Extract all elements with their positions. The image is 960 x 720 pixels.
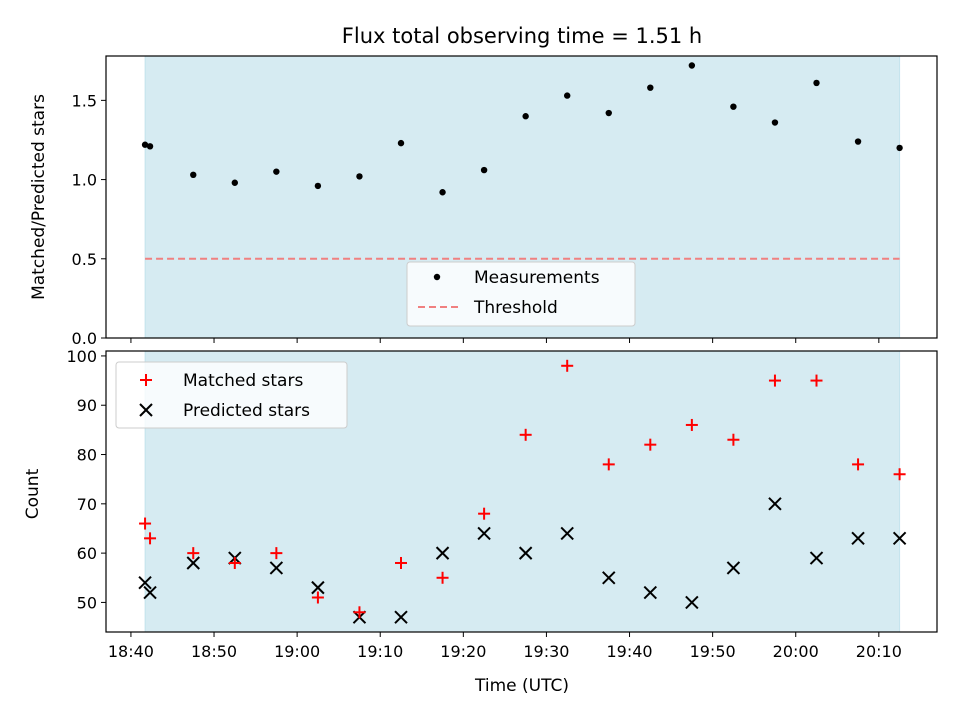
predicted-star-point xyxy=(186,556,200,570)
predicted-star-point xyxy=(809,551,824,565)
matched-star-point xyxy=(228,556,241,569)
top-panel: 0.0 0.5 1.0 1.5 Measurements Threshold xyxy=(72,55,938,348)
measurement-point xyxy=(896,144,903,152)
measurement-point xyxy=(231,179,239,186)
matched-star-point xyxy=(727,433,740,446)
x-tick-label: 18:40 xyxy=(108,642,154,661)
predicted-star-point xyxy=(560,526,574,541)
measurement-point xyxy=(190,171,197,179)
matched-star-point xyxy=(353,606,366,619)
measurement-point xyxy=(141,141,149,148)
measurement-point xyxy=(356,173,363,180)
y-tick-label: 0.0 xyxy=(72,329,97,348)
x-tick-label: 19:30 xyxy=(523,642,569,661)
predicted-star-point xyxy=(892,531,907,546)
x-tick-label: 18:50 xyxy=(191,642,237,661)
measurement-point xyxy=(647,84,654,91)
x-tick-label: 19:00 xyxy=(274,642,320,661)
measurement-point xyxy=(397,139,405,147)
legend-box xyxy=(115,361,348,429)
measurement-point xyxy=(146,143,154,150)
measurement-point xyxy=(605,109,612,117)
matched-star-point xyxy=(561,359,574,372)
measurement-point xyxy=(439,189,446,196)
predicted-star-point xyxy=(394,610,408,624)
measurement-point xyxy=(314,182,322,190)
legend-predicted-label: Predicted stars xyxy=(183,401,310,421)
matched-star-point xyxy=(436,571,449,584)
chart-title: Flux total observing time = 1.51 h xyxy=(342,24,702,48)
bottom-panel: 50 60 70 80 90 100 18:40 18:50 19:00 19:10 19:20 19… xyxy=(66,347,938,661)
predicted-star-point xyxy=(643,585,658,600)
measurement-point xyxy=(730,103,737,110)
matched-star-point xyxy=(139,517,152,530)
legend-predicted-marker xyxy=(139,403,153,417)
top-y-axis-label: Matched/Predicted stars xyxy=(29,94,49,300)
matched-star-point xyxy=(187,547,200,560)
x-tick-label: 20:10 xyxy=(856,642,902,661)
measurement-point xyxy=(273,168,280,175)
y-tick-label: 70 xyxy=(77,495,97,514)
predicted-star-point xyxy=(602,571,616,585)
y-tick-label: 1.5 xyxy=(72,91,97,110)
matched-star-point xyxy=(852,458,865,471)
y-tick-label: 0.5 xyxy=(72,250,97,269)
matched-star-point xyxy=(144,532,157,545)
measurement-point xyxy=(564,92,571,99)
matched-star-point xyxy=(768,374,781,387)
predicted-star-point xyxy=(311,580,325,595)
predicted-star-point xyxy=(435,546,450,560)
legend-matched-marker xyxy=(140,374,152,386)
matched-star-point xyxy=(602,458,615,471)
predicted-star-point xyxy=(518,546,533,560)
y-tick-label: 100 xyxy=(66,347,97,366)
y-tick-label: 80 xyxy=(77,446,97,465)
measurement-point xyxy=(480,166,488,174)
x-tick-label: 19:50 xyxy=(690,642,736,661)
matched-star-point xyxy=(395,556,408,569)
matched-star-point xyxy=(893,468,906,481)
matched-star-point xyxy=(311,591,324,604)
legend-measurement-marker xyxy=(433,273,441,281)
matched-star-point xyxy=(519,428,532,441)
predicted-star-point xyxy=(768,497,782,511)
bottom-x-axis-label: Time (UTC) xyxy=(474,676,569,696)
y-tick-label: 50 xyxy=(77,593,97,612)
legend-threshold-label: Threshold xyxy=(473,298,558,318)
predicted-star-point xyxy=(143,585,157,600)
legend-matched-label: Matched stars xyxy=(183,371,303,391)
legend-box xyxy=(406,261,636,327)
y-tick-label: 90 xyxy=(77,396,97,415)
matched-star-point xyxy=(685,418,698,431)
matched-star-point xyxy=(478,507,491,520)
axes-frame xyxy=(105,350,938,633)
predicted-star-point xyxy=(851,531,865,546)
x-tick-label: 19:40 xyxy=(606,642,652,661)
y-tick-label: 1.0 xyxy=(72,171,97,190)
matched-star-point xyxy=(270,547,283,560)
x-tick-label: 19:10 xyxy=(357,642,403,661)
measurement-point xyxy=(688,62,696,69)
bottom-y-axis-label: Count xyxy=(23,468,43,519)
measurement-point xyxy=(771,119,779,126)
predicted-star-point xyxy=(726,561,741,575)
x-tick-label: 20:00 xyxy=(773,642,819,661)
predicted-star-point xyxy=(477,526,491,541)
axes-frame xyxy=(105,55,938,339)
predicted-star-point xyxy=(685,595,699,610)
measurement-point xyxy=(813,79,820,87)
predicted-star-point xyxy=(138,575,152,590)
measurement-point xyxy=(854,138,862,145)
predicted-star-point xyxy=(269,561,284,575)
measurement-point xyxy=(522,113,529,120)
matched-star-point xyxy=(810,374,823,387)
legend-measurements-label: Measurements xyxy=(474,268,600,288)
y-tick-label: 60 xyxy=(77,544,97,563)
bottom-legend: Matched stars Predicted stars xyxy=(115,361,348,429)
x-tick-label: 19:20 xyxy=(440,642,486,661)
top-legend: Measurements Threshold xyxy=(406,261,636,327)
matched-star-point xyxy=(644,438,657,451)
